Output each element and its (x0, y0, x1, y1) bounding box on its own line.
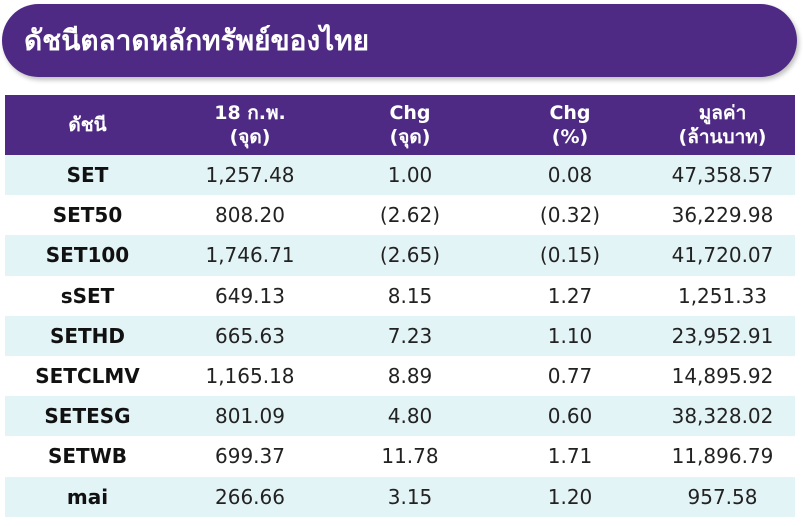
chg-percent-cell: (0.15) (539, 243, 601, 268)
close-cell: 1,165.18 (205, 364, 295, 389)
index-name-cell: SET50 (52, 203, 123, 228)
header-chg-points-line2: (จุด) (389, 126, 431, 148)
value-cell: 957.58 (687, 484, 758, 509)
chg-percent-cell: 1.10 (547, 323, 593, 348)
table-row: SETHD 665.63 7.23 1.10 23,952.91 (5, 315, 795, 356)
header-value-line2: (ล้านบาท) (678, 126, 767, 148)
close-cell: 649.13 (215, 283, 285, 308)
table-row: sSET 649.13 8.15 1.27 1,251.33 (5, 275, 795, 316)
header-value: มูลค่า (ล้านบาท) (650, 95, 795, 155)
table-header-row: ดัชนี 18 ก.พ. (จุด) Chg (จุด) Chg (%) มู… (5, 95, 795, 155)
table-row: SET100 1,746.71 (2.65) (0.15) 41,720.07 (5, 235, 795, 276)
close-cell: 266.66 (215, 484, 285, 509)
value-cell: 41,720.07 (671, 243, 774, 268)
index-name-cell: SETHD (49, 323, 126, 348)
header-close: 18 ก.พ. (จุด) (170, 95, 330, 155)
index-name-cell: SETCLMV (35, 364, 140, 389)
close-cell: 1,746.71 (205, 243, 295, 268)
value-cell: 11,896.79 (671, 444, 774, 469)
header-chg-points-line1: Chg (389, 102, 431, 124)
index-table-container: ดัชนี 18 ก.พ. (จุด) Chg (จุด) Chg (%) มู… (5, 95, 795, 517)
chg-percent-cell: 0.77 (547, 364, 593, 389)
header-index-line1: ดัชนี (68, 114, 107, 136)
chg-points-cell: 1.00 (387, 163, 433, 188)
index-name-cell: SETWB (47, 444, 127, 469)
chg-points-cell: (2.62) (379, 203, 441, 228)
chg-points-cell: 11.78 (381, 444, 439, 469)
chg-points-cell: 7.23 (387, 323, 433, 348)
header-index: ดัชนี (5, 95, 170, 155)
index-name-cell: SET (66, 163, 109, 188)
chg-percent-cell: 1.20 (547, 484, 593, 509)
chg-percent-cell: (0.32) (539, 203, 601, 228)
page-title: ดัชนีตลาดหลักทรัพย์ของไทย (24, 24, 370, 57)
table-row: SETWB 699.37 11.78 1.71 11,896.79 (5, 436, 795, 477)
value-cell: 14,895.92 (671, 364, 774, 389)
value-cell: 36,229.98 (671, 203, 774, 228)
value-cell: 47,358.57 (671, 163, 774, 188)
table-row: mai 266.66 3.15 1.20 957.58 (5, 476, 795, 517)
close-cell: 699.37 (215, 444, 285, 469)
index-name-cell: SETESG (44, 404, 131, 429)
chg-points-cell: 8.89 (387, 364, 433, 389)
index-name-cell: mai (66, 484, 109, 509)
header-chg-percent-line1: Chg (549, 102, 591, 124)
header-close-line1: 18 ก.พ. (214, 102, 286, 124)
title-banner: ดัชนีตลาดหลักทรัพย์ของไทย (2, 4, 797, 77)
header-chg-percent-line2: (%) (551, 126, 589, 148)
close-cell: 665.63 (215, 323, 285, 348)
table-row: SET 1,257.48 1.00 0.08 47,358.57 (5, 155, 795, 196)
header-chg-percent: Chg (%) (490, 95, 650, 155)
close-cell: 801.09 (215, 404, 285, 429)
table-row: SETESG 801.09 4.80 0.60 38,328.02 (5, 396, 795, 437)
chg-points-cell: 8.15 (387, 283, 433, 308)
chg-percent-cell: 0.60 (547, 404, 593, 429)
index-name-cell: sSET (60, 283, 115, 308)
value-cell: 38,328.02 (671, 404, 774, 429)
table-row: SET50 808.20 (2.62) (0.32) 36,229.98 (5, 195, 795, 236)
header-value-line1: มูลค่า (698, 102, 747, 124)
close-cell: 1,257.48 (205, 163, 295, 188)
chg-percent-cell: 1.71 (547, 444, 593, 469)
value-cell: 23,952.91 (671, 323, 774, 348)
close-cell: 808.20 (215, 203, 285, 228)
header-chg-points: Chg (จุด) (330, 95, 490, 155)
chg-points-cell: 4.80 (387, 404, 433, 429)
chg-percent-cell: 0.08 (547, 163, 593, 188)
chg-points-cell: (2.65) (379, 243, 441, 268)
table-row: SETCLMV 1,165.18 8.89 0.77 14,895.92 (5, 355, 795, 397)
index-table: ดัชนี 18 ก.พ. (จุด) Chg (จุด) Chg (%) มู… (5, 95, 795, 517)
chg-points-cell: 3.15 (387, 484, 433, 509)
header-close-line2: (จุด) (229, 126, 271, 148)
chg-percent-cell: 1.27 (547, 283, 593, 308)
index-name-cell: SET100 (45, 243, 130, 268)
value-cell: 1,251.33 (677, 283, 768, 308)
